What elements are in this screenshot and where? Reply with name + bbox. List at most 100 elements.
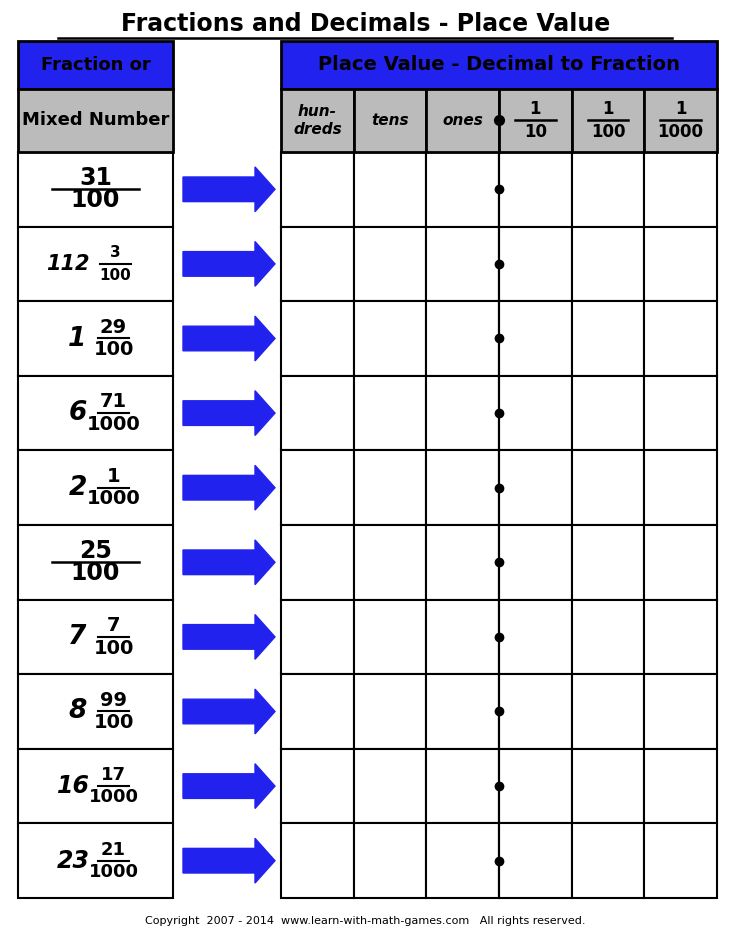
Bar	[572, 152, 644, 227]
Bar	[644, 823, 717, 898]
Bar	[499, 227, 572, 301]
Polygon shape	[183, 689, 275, 734]
Text: 2: 2	[68, 475, 87, 500]
Bar	[354, 152, 426, 227]
Bar	[426, 525, 499, 600]
Bar	[644, 674, 717, 749]
Text: Mixed Number: Mixed Number	[22, 112, 169, 130]
Text: 112: 112	[46, 254, 89, 274]
Text: 31: 31	[79, 166, 112, 190]
Text: 71: 71	[100, 393, 127, 412]
Text: Copyright  2007 - 2014  www.learn-with-math-games.com   All rights reserved.: Copyright 2007 - 2014 www.learn-with-mat…	[145, 916, 586, 926]
Bar	[354, 600, 426, 674]
Polygon shape	[183, 391, 275, 435]
Bar	[426, 450, 499, 525]
Bar	[18, 41, 173, 89]
Bar	[572, 450, 644, 525]
Text: 16: 16	[57, 774, 90, 798]
Bar	[354, 376, 426, 450]
Bar	[281, 823, 354, 898]
Bar	[18, 227, 173, 301]
Bar	[644, 525, 717, 600]
Bar	[499, 749, 572, 823]
Bar	[499, 674, 572, 749]
Text: tens: tens	[371, 113, 409, 128]
Text: 100: 100	[591, 124, 625, 142]
Bar	[572, 525, 644, 600]
Bar	[18, 89, 173, 152]
Bar	[281, 450, 354, 525]
Bar	[18, 152, 173, 227]
Text: 100: 100	[99, 268, 132, 283]
Text: 100: 100	[71, 188, 120, 213]
Text: 10: 10	[524, 124, 547, 142]
Text: 1: 1	[107, 467, 121, 486]
Text: Place Value - Decimal to Fraction: Place Value - Decimal to Fraction	[318, 56, 680, 75]
Bar	[572, 749, 644, 823]
Bar	[354, 89, 426, 152]
Text: 1000: 1000	[87, 414, 140, 434]
Text: 1: 1	[602, 100, 614, 118]
Polygon shape	[183, 241, 275, 287]
Polygon shape	[183, 838, 275, 883]
Bar	[572, 674, 644, 749]
Text: dreds: dreds	[293, 122, 341, 137]
Bar	[281, 525, 354, 600]
Bar	[281, 674, 354, 749]
Bar	[354, 227, 426, 301]
Text: Fractions and Decimals - Place Value: Fractions and Decimals - Place Value	[121, 12, 610, 36]
Text: 1: 1	[68, 325, 87, 352]
Text: 1: 1	[529, 100, 541, 118]
Polygon shape	[183, 540, 275, 585]
Text: 1000: 1000	[658, 124, 704, 142]
Polygon shape	[183, 465, 275, 510]
Text: Fraction or: Fraction or	[41, 56, 151, 74]
Bar	[426, 89, 499, 152]
Text: 100: 100	[94, 713, 134, 732]
Bar	[499, 89, 572, 152]
Bar	[18, 823, 173, 898]
Bar	[354, 674, 426, 749]
Bar	[426, 823, 499, 898]
Text: 100: 100	[94, 639, 134, 657]
Bar	[426, 674, 499, 749]
Bar	[644, 376, 717, 450]
Bar	[281, 227, 354, 301]
Bar	[499, 301, 572, 376]
Text: 1: 1	[675, 100, 686, 118]
Polygon shape	[183, 615, 275, 659]
Bar	[426, 301, 499, 376]
Bar	[572, 600, 644, 674]
Bar	[572, 301, 644, 376]
Text: 25: 25	[79, 539, 112, 563]
Text: ones: ones	[442, 113, 483, 128]
Bar	[426, 152, 499, 227]
Bar	[499, 525, 572, 600]
Bar	[354, 301, 426, 376]
Polygon shape	[183, 763, 275, 809]
Polygon shape	[183, 166, 275, 212]
Bar	[426, 227, 499, 301]
Text: 7: 7	[68, 624, 87, 650]
Bar	[644, 301, 717, 376]
Text: 17: 17	[101, 766, 126, 784]
Bar	[644, 600, 717, 674]
Bar	[499, 823, 572, 898]
Bar	[18, 674, 173, 749]
Bar	[644, 89, 717, 152]
Bar	[18, 450, 173, 525]
Bar	[426, 376, 499, 450]
Bar	[426, 749, 499, 823]
Bar	[18, 600, 173, 674]
Text: hun-: hun-	[298, 104, 337, 119]
Bar	[572, 823, 644, 898]
Bar	[499, 152, 572, 227]
Bar	[426, 600, 499, 674]
Bar	[644, 450, 717, 525]
Bar	[644, 227, 717, 301]
Bar	[572, 89, 644, 152]
Bar	[18, 301, 173, 376]
Bar	[18, 749, 173, 823]
Bar	[572, 376, 644, 450]
Text: 29: 29	[100, 318, 127, 337]
